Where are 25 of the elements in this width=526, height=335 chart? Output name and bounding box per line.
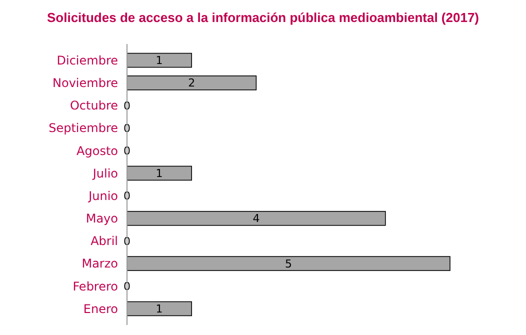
y-tick-label: Septiembre [48, 121, 118, 136]
y-tick-label: Noviembre [52, 76, 118, 90]
data-label: 5 [285, 257, 292, 270]
y-tick-label: Enero [83, 302, 118, 316]
y-tick-label: Junio [88, 188, 118, 203]
chart-title: Solicitudes de acceso a la información pública medioambiental (2017) [46, 10, 480, 25]
data-label: 4 [252, 212, 260, 226]
y-tick-label: Diciembre [56, 53, 118, 68]
data-label: 2 [188, 76, 196, 90]
y-tick-label: Febrero [72, 279, 118, 294]
bar [126, 256, 450, 271]
data-label: 1 [156, 302, 163, 316]
bar [126, 166, 192, 181]
y-tick-label: Abril [90, 234, 118, 248]
data-label: 1 [156, 167, 163, 180]
data-label: 1 [156, 54, 163, 68]
bar [126, 301, 192, 316]
bar [126, 75, 257, 90]
y-tick-label: Agosto [76, 144, 118, 158]
y-tick-label: Mayo [86, 212, 118, 226]
bar [126, 52, 192, 68]
y-tick-label: Octubre [70, 98, 118, 113]
y-tick-label: Julio [92, 166, 118, 180]
y-tick-label: Marzo [82, 256, 118, 271]
bar [126, 210, 386, 226]
